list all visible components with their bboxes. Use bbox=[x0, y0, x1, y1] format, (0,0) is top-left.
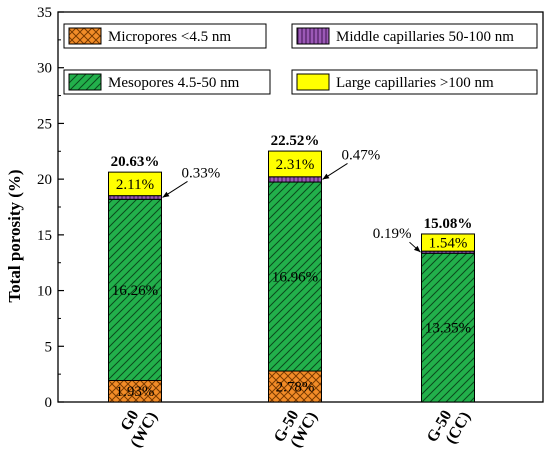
label-arrow-head bbox=[162, 191, 170, 198]
y-tick-label: 20 bbox=[37, 172, 52, 188]
data-label-middle-capillaries: 0.47% bbox=[342, 147, 381, 163]
bar-segment bbox=[268, 370, 322, 403]
data-label-micropores: 2.78% bbox=[276, 380, 315, 396]
legend-label: Micropores <4.5 nm bbox=[108, 29, 231, 45]
bar-segment bbox=[421, 233, 475, 252]
legend-swatch bbox=[68, 73, 102, 91]
data-label-large-capillaries: 1.54% bbox=[429, 236, 468, 252]
y-tick-label: 25 bbox=[37, 116, 52, 132]
legend-box bbox=[291, 23, 538, 49]
bar-segment bbox=[108, 195, 162, 200]
legend-box bbox=[291, 69, 538, 95]
data-label-large-capillaries: 2.31% bbox=[276, 157, 315, 173]
data-label-micropores: 1.93% bbox=[116, 384, 155, 400]
x-category-label: G-50(WC) bbox=[271, 408, 321, 451]
x-category-label: G-50(CC) bbox=[424, 408, 474, 447]
data-label-total: 20.63% bbox=[111, 154, 160, 170]
label-arrow-head bbox=[322, 173, 330, 180]
data-label-mesopores: 13.35% bbox=[425, 321, 471, 337]
y-tick-label: 35 bbox=[37, 5, 52, 21]
legend-label: Mesopores 4.5-50 nm bbox=[108, 75, 240, 91]
bar-segment bbox=[268, 176, 322, 183]
legend-label: Middle capillaries 50-100 nm bbox=[336, 29, 514, 45]
y-axis-label: Total porosity (%) bbox=[5, 169, 24, 302]
bar-segment bbox=[108, 198, 162, 381]
data-label-middle-capillaries: 0.33% bbox=[182, 165, 221, 181]
y-tick-label: 10 bbox=[37, 284, 52, 300]
x-category-label: G0(WC) bbox=[118, 408, 162, 451]
y-tick-label: 5 bbox=[45, 339, 53, 355]
data-label-large-capillaries: 2.11% bbox=[116, 177, 154, 193]
bar-segment bbox=[108, 171, 162, 197]
legend-swatch bbox=[68, 27, 102, 45]
y-tick-label: 0 bbox=[45, 395, 53, 411]
label-arrow-head bbox=[413, 245, 421, 253]
data-label-middle-capillaries: 0.19% bbox=[373, 226, 412, 242]
legend-swatch bbox=[296, 73, 330, 91]
bar-segment bbox=[268, 150, 322, 178]
legend-swatch bbox=[296, 27, 330, 45]
data-label-mesopores: 16.96% bbox=[272, 270, 318, 286]
bar-segment bbox=[421, 252, 475, 403]
data-label-total: 22.52% bbox=[271, 133, 320, 149]
y-tick-label: 30 bbox=[37, 61, 52, 77]
bar-segment bbox=[268, 181, 322, 372]
data-label-mesopores: 16.26% bbox=[112, 283, 158, 299]
legend-label: Large capillaries >100 nm bbox=[336, 75, 494, 91]
data-label-total: 15.08% bbox=[424, 216, 473, 232]
y-tick-label: 15 bbox=[37, 228, 52, 244]
